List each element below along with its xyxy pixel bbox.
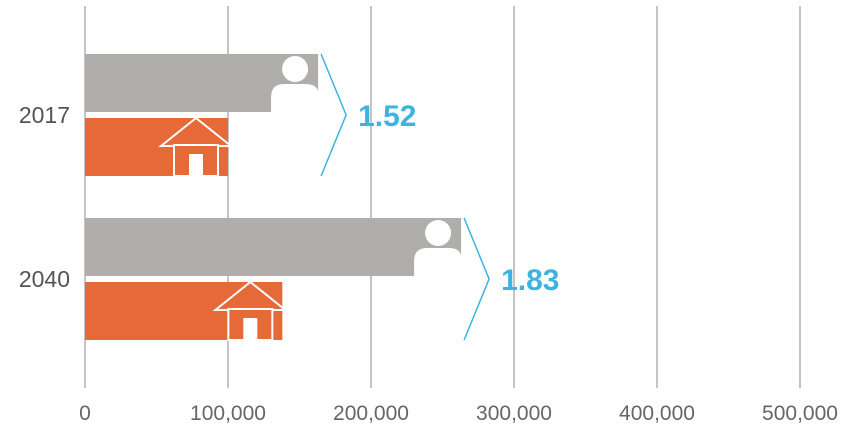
person-head: [282, 56, 309, 82]
person-icon: [271, 56, 320, 112]
x-tick-label: 100,000: [190, 402, 266, 425]
x-tick-label: 0: [79, 402, 91, 425]
ratio-label: 1.83: [501, 264, 559, 297]
x-tick-label: 300,000: [476, 402, 552, 425]
category-label: 2040: [19, 266, 70, 292]
house-door: [189, 154, 203, 176]
x-tick-label: 200,000: [333, 402, 409, 425]
person-body: [271, 84, 320, 112]
house-door: [243, 318, 258, 340]
labels: 0 100,000 200,000 300,000 400,000 500,000 2017…: [19, 100, 838, 425]
ratio-label: 1.52: [358, 100, 416, 133]
house-icon: [158, 116, 234, 177]
x-tick-label: 500,000: [762, 402, 838, 425]
ratio-brackets: [320, 53, 490, 341]
person-body: [414, 248, 463, 276]
person-head: [425, 220, 452, 246]
bar-icons: [158, 56, 463, 341]
x-tick-label: 400,000: [619, 402, 695, 425]
category-label: 2017: [19, 102, 70, 128]
ratio-bracket: [320, 53, 347, 177]
house-icon: [212, 280, 289, 341]
ratio-bracket: [463, 217, 490, 341]
bar-population: [85, 218, 462, 276]
person-icon: [414, 220, 463, 276]
